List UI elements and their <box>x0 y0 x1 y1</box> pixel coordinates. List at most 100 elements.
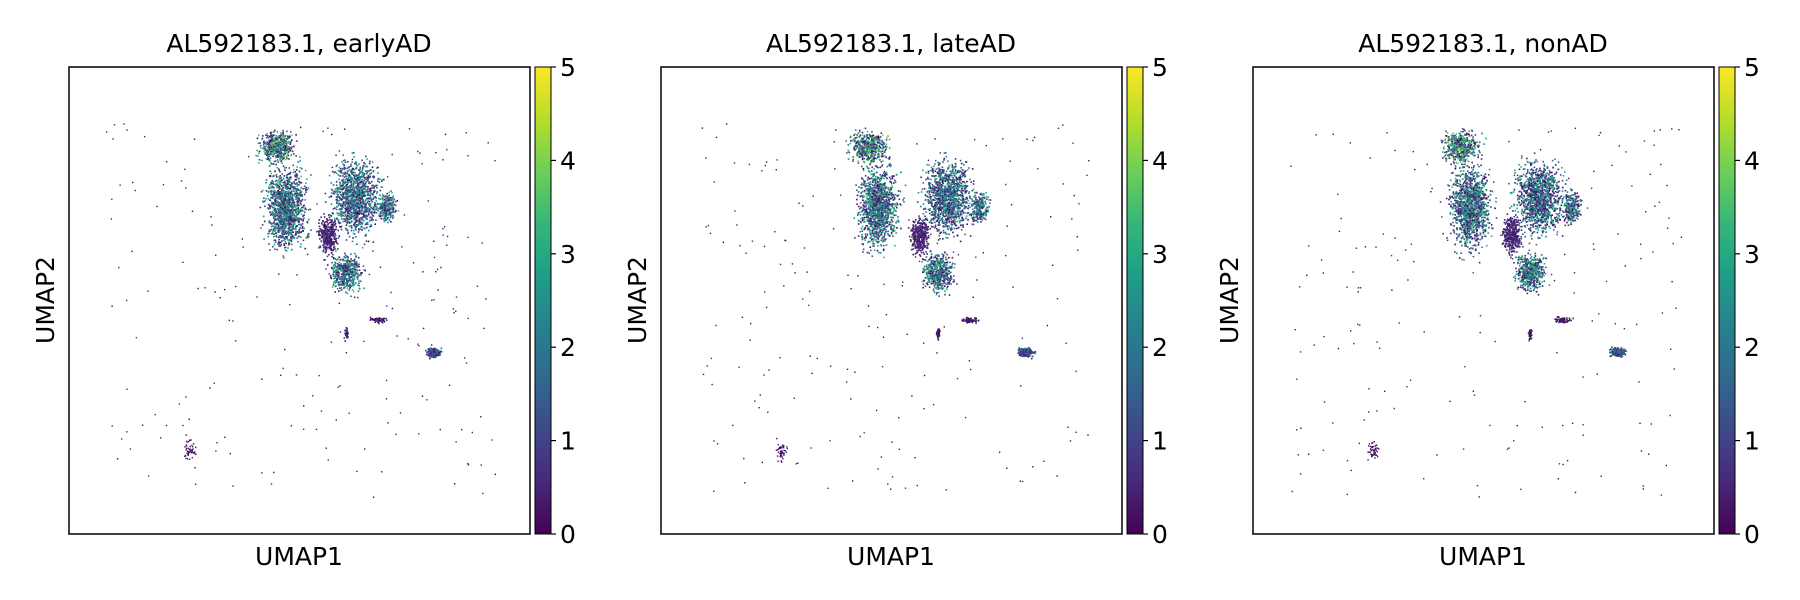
data-point <box>346 161 349 163</box>
data-point <box>123 123 125 125</box>
data-point <box>268 139 270 142</box>
data-point <box>267 235 270 238</box>
data-point <box>281 140 284 142</box>
data-point <box>277 153 280 156</box>
data-point <box>366 218 369 220</box>
data-point <box>271 185 274 188</box>
data-point <box>273 174 276 177</box>
data-point <box>348 412 350 414</box>
data-point <box>340 277 343 280</box>
data-point <box>336 212 339 215</box>
data-point <box>330 241 332 244</box>
data-point <box>277 180 279 183</box>
data-point <box>285 192 287 194</box>
data-point <box>381 321 383 323</box>
data-point <box>269 182 272 185</box>
data-point <box>277 189 279 192</box>
data-point <box>282 233 284 236</box>
data-point <box>873 174 876 177</box>
data-point <box>360 210 363 212</box>
data-point <box>361 195 363 197</box>
data-point <box>272 134 275 136</box>
data-point <box>345 206 348 209</box>
data-point <box>357 200 360 202</box>
data-point <box>334 222 337 225</box>
data-point <box>292 236 295 238</box>
data-point <box>291 186 294 188</box>
data-point <box>287 233 290 235</box>
data-point <box>340 188 342 190</box>
data-point <box>291 226 293 228</box>
data-point <box>270 222 272 225</box>
data-point <box>368 210 370 213</box>
data-point <box>192 451 194 454</box>
data-point <box>294 196 297 198</box>
data-point <box>320 240 323 243</box>
data-point <box>326 225 328 228</box>
data-point <box>338 256 341 258</box>
data-point <box>353 211 355 213</box>
data-point <box>261 159 263 162</box>
data-point <box>337 188 339 190</box>
data-point <box>426 399 428 401</box>
data-point <box>355 196 358 198</box>
data-point <box>433 351 435 354</box>
data-point <box>381 471 383 473</box>
data-point <box>271 152 274 154</box>
data-point <box>893 198 896 200</box>
data-point <box>278 193 281 196</box>
data-point <box>388 209 391 211</box>
data-point <box>288 229 291 232</box>
data-point <box>269 170 271 173</box>
data-point <box>290 192 292 194</box>
data-point <box>330 252 333 254</box>
data-point <box>383 214 385 217</box>
data-point <box>299 246 302 248</box>
data-point <box>325 218 328 220</box>
data-point <box>289 211 291 214</box>
data-point <box>365 190 367 192</box>
data-point <box>347 262 349 265</box>
data-point <box>369 198 372 200</box>
data-point <box>387 199 390 202</box>
data-point <box>283 195 286 198</box>
data-point <box>288 232 291 234</box>
data-point <box>379 206 381 208</box>
data-point <box>377 321 379 323</box>
data-point <box>319 245 321 247</box>
data-point <box>303 204 305 207</box>
data-point <box>286 195 288 197</box>
data-point <box>329 214 331 216</box>
data-point <box>371 318 374 320</box>
data-point <box>270 483 273 485</box>
data-point <box>281 203 283 206</box>
data-point <box>337 283 340 285</box>
data-point <box>349 269 351 271</box>
data-point <box>344 252 346 255</box>
data-point <box>387 202 390 205</box>
data-point <box>279 245 282 247</box>
data-point <box>294 214 297 217</box>
data-point <box>431 299 433 301</box>
data-point <box>328 174 331 177</box>
data-point <box>283 167 286 169</box>
data-point <box>353 195 355 198</box>
data-point <box>350 163 352 166</box>
data-point <box>274 226 277 229</box>
data-point <box>863 190 866 193</box>
data-point <box>872 229 875 232</box>
data-point <box>363 220 365 222</box>
data-point <box>277 144 280 146</box>
data-point <box>290 196 293 199</box>
data-point <box>375 318 377 320</box>
data-point <box>393 211 395 213</box>
data-point <box>280 143 282 146</box>
data-point <box>288 209 291 211</box>
data-point <box>369 219 371 222</box>
data-point <box>365 155 367 158</box>
data-point <box>270 181 272 184</box>
data-point <box>352 215 355 217</box>
data-point <box>345 175 347 177</box>
data-point <box>281 198 283 200</box>
